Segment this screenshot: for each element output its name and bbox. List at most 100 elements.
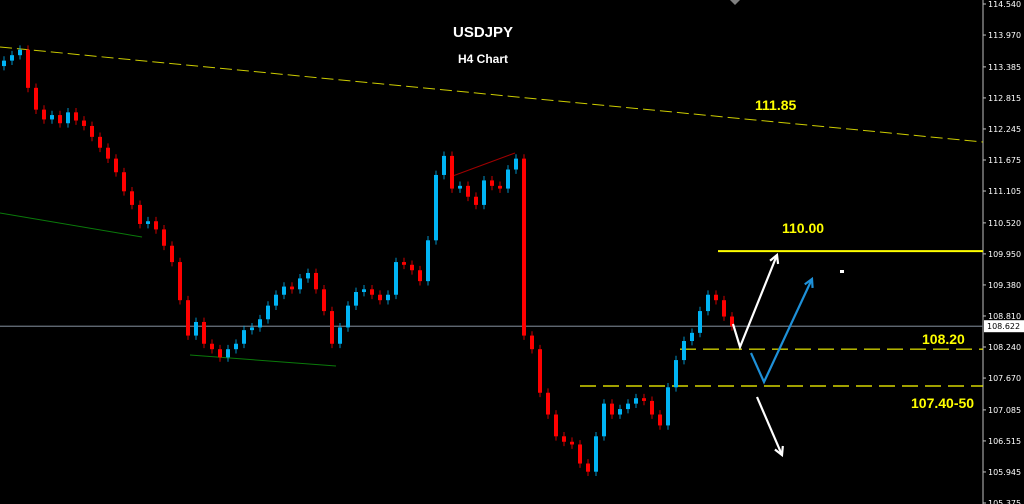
candle-body bbox=[122, 172, 126, 192]
candle-body bbox=[354, 292, 358, 306]
candle-body bbox=[514, 158, 518, 170]
candle bbox=[10, 50, 14, 65]
candle bbox=[690, 328, 694, 346]
candle-body bbox=[10, 55, 14, 61]
candle-body bbox=[394, 262, 398, 295]
current-price-box bbox=[984, 320, 1024, 333]
candle bbox=[706, 290, 710, 316]
candle-body bbox=[546, 392, 550, 415]
candle bbox=[530, 331, 534, 354]
candle bbox=[610, 399, 614, 419]
current-price-label: 108.622 bbox=[987, 322, 1020, 331]
candle bbox=[18, 45, 22, 60]
candle bbox=[114, 154, 118, 177]
candle bbox=[642, 393, 646, 406]
candle-body bbox=[666, 387, 670, 426]
candle bbox=[194, 317, 198, 340]
candle bbox=[66, 107, 70, 128]
candle bbox=[322, 284, 326, 316]
candle bbox=[722, 295, 726, 321]
candle-body bbox=[170, 245, 174, 263]
candle bbox=[42, 105, 46, 124]
candle bbox=[170, 241, 174, 267]
candle bbox=[498, 181, 502, 193]
candle-body bbox=[442, 155, 446, 175]
candle-body bbox=[298, 278, 302, 290]
bearish-scenario-arrow bbox=[755, 396, 784, 458]
candle-body bbox=[34, 87, 38, 110]
candle-body bbox=[698, 311, 702, 333]
candle bbox=[34, 83, 38, 114]
candle bbox=[122, 167, 126, 196]
y-tick-label: 113.970 bbox=[988, 31, 1021, 40]
candle-body bbox=[402, 262, 406, 265]
candle bbox=[578, 440, 582, 468]
pullback-scenario-arrow-path bbox=[749, 278, 813, 385]
candle-body bbox=[530, 335, 534, 350]
candle bbox=[362, 284, 366, 297]
candle-body bbox=[202, 321, 206, 344]
candle bbox=[682, 336, 686, 365]
candle-body bbox=[370, 289, 374, 295]
chart-subtitle: H4 Chart bbox=[457, 52, 508, 66]
level-label-107-40-50: 107.40-50 bbox=[911, 395, 975, 411]
candle bbox=[658, 410, 662, 430]
candle bbox=[306, 268, 310, 283]
pullback-scenario-arrow-arrowhead-icon bbox=[804, 276, 814, 289]
candle-body bbox=[458, 185, 462, 189]
candle bbox=[82, 116, 86, 131]
candle bbox=[58, 110, 62, 128]
candle-body bbox=[306, 272, 310, 279]
candle bbox=[602, 399, 606, 441]
candle bbox=[426, 235, 430, 286]
candle-body bbox=[322, 289, 326, 312]
candle bbox=[258, 314, 262, 332]
y-tick-label: 113.385 bbox=[988, 63, 1021, 72]
candle-body bbox=[58, 115, 62, 124]
candle bbox=[434, 170, 438, 245]
candle bbox=[130, 186, 134, 210]
candle bbox=[458, 181, 462, 193]
candle-body bbox=[610, 403, 614, 415]
level-label-111-85: 111.85 bbox=[755, 97, 797, 113]
candle bbox=[26, 45, 30, 93]
candle bbox=[730, 312, 734, 331]
candle bbox=[50, 110, 54, 124]
candle bbox=[418, 265, 422, 286]
candle-body bbox=[410, 264, 414, 271]
candle bbox=[386, 290, 390, 305]
candle bbox=[538, 344, 542, 398]
candle-body bbox=[618, 409, 622, 415]
candle-body bbox=[426, 240, 430, 282]
candle bbox=[618, 404, 622, 419]
candle-body bbox=[234, 343, 238, 350]
candle-body bbox=[98, 136, 102, 148]
candle-body bbox=[74, 112, 78, 121]
bullish-scenario-arrow-arrowhead-icon bbox=[769, 252, 780, 265]
candle bbox=[354, 287, 358, 310]
candle bbox=[546, 388, 550, 419]
candle bbox=[674, 355, 678, 392]
candle-body bbox=[90, 125, 94, 137]
candle bbox=[714, 290, 718, 305]
y-tick-label: 109.380 bbox=[988, 281, 1021, 290]
candle-body bbox=[650, 400, 654, 415]
y-tick-label: 108.240 bbox=[988, 343, 1021, 352]
candle bbox=[482, 176, 486, 210]
level-label-108-20: 108.20 bbox=[922, 331, 965, 347]
candle-body bbox=[418, 270, 422, 282]
candle bbox=[186, 295, 190, 340]
candle bbox=[138, 200, 142, 229]
candle-body bbox=[554, 414, 558, 437]
candle bbox=[314, 268, 318, 294]
y-tick-label: 105.945 bbox=[988, 468, 1021, 477]
candle bbox=[554, 410, 558, 441]
candle-body bbox=[386, 294, 390, 301]
y-tick-label: 111.675 bbox=[988, 156, 1021, 165]
candle bbox=[74, 107, 78, 125]
candle bbox=[394, 257, 398, 300]
candle-body bbox=[274, 294, 278, 306]
candle-body bbox=[146, 221, 150, 224]
